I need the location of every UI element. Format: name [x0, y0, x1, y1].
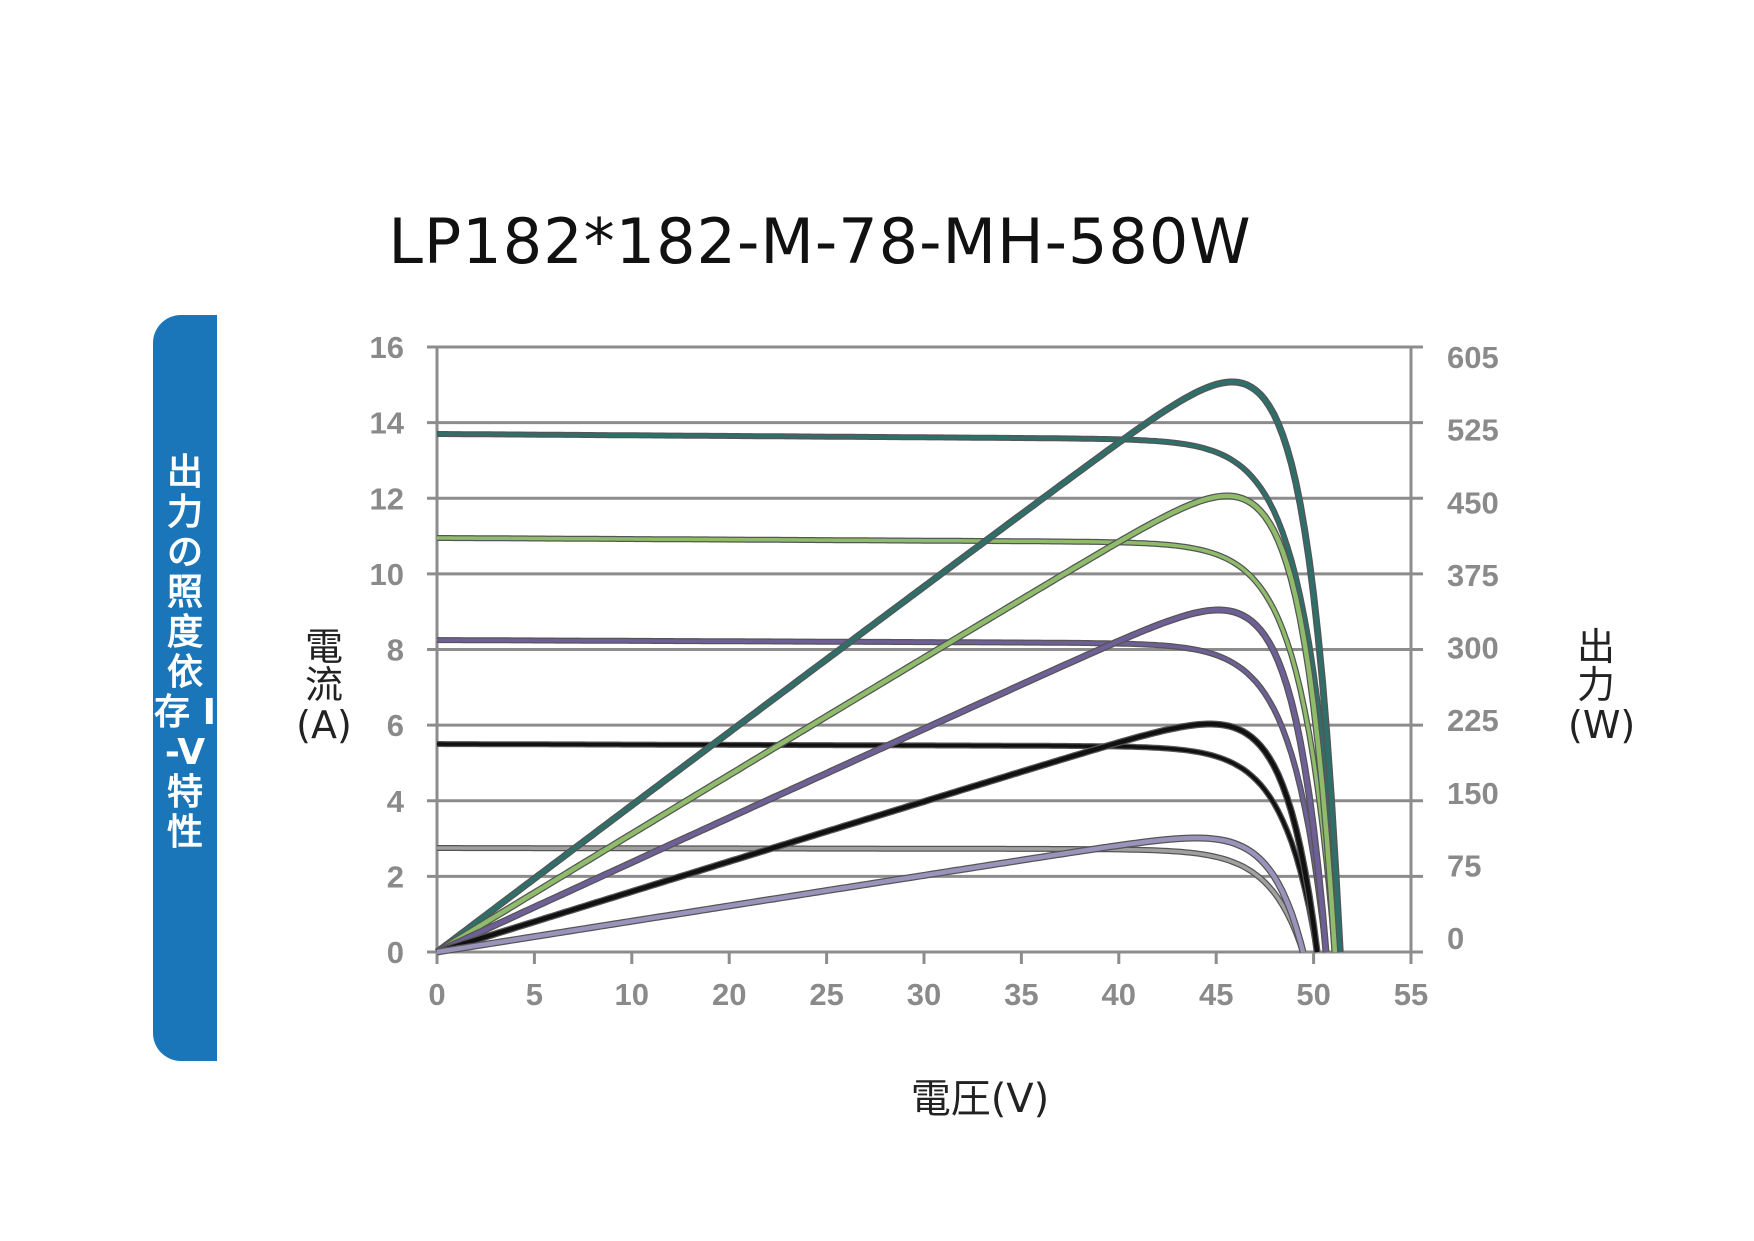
power-curve [436, 721, 1320, 955]
y2-tick-label: 450 [1447, 485, 1499, 520]
y2-tick-label: 375 [1447, 558, 1499, 593]
x-tick-label: 45 [1199, 977, 1233, 1012]
y2-tick-label: 225 [1447, 703, 1499, 738]
x-tick-label: 50 [1296, 977, 1330, 1012]
iv-curve-outline [437, 431, 1344, 953]
y2-tick-label: 150 [1447, 776, 1499, 811]
y2-tick-label: 300 [1447, 631, 1499, 666]
y-tick-label: 14 [370, 406, 405, 441]
y2-tick-label: 525 [1447, 413, 1499, 448]
y2-tick-label: 605 [1447, 340, 1499, 375]
y-tick-label: 4 [387, 784, 405, 819]
y2-tick-label: 75 [1447, 848, 1481, 883]
y-right-axis-label: 出力 [1576, 625, 1615, 707]
x-tick-label: 30 [907, 977, 941, 1012]
y-tick-label: 12 [370, 481, 404, 516]
power-curve [435, 379, 1343, 954]
iv-curve-outline [437, 845, 1306, 953]
y-tick-label: 16 [370, 330, 404, 365]
x-tick-label: 55 [1394, 977, 1428, 1012]
y-tick-label: 0 [387, 935, 404, 970]
x-tick-label: 10 [615, 977, 649, 1012]
iv-curve [437, 536, 1337, 953]
side-tab: 出力の照度依存 I-V 特性 [153, 315, 217, 1061]
y-tick-label: 6 [387, 708, 404, 743]
x-tick-label: 0 [428, 977, 445, 1012]
iv-curve [436, 638, 1328, 953]
x-axis-title: 電圧(V) [910, 1076, 1050, 1122]
x-tick-label: 5 [526, 977, 543, 1012]
iv-curve [437, 846, 1305, 953]
y-left-axis-label: 電流 [304, 625, 343, 707]
side-tab-label: 出力の照度依存 I-V 特性 [154, 452, 216, 853]
power-curve [435, 493, 1338, 954]
x-tick-label: 35 [1004, 977, 1038, 1012]
power-curve [436, 607, 1329, 955]
y-tick-label: 10 [370, 557, 404, 592]
y2-tick-label: 0 [1447, 921, 1464, 956]
x-tick-label: 25 [809, 977, 843, 1012]
x-tick-label: 40 [1102, 977, 1136, 1012]
y-left-axis-title: 電流 (A) [296, 628, 352, 744]
y-left-axis-unit: (A) [296, 703, 352, 747]
iv-curve [437, 432, 1342, 953]
iv-curve [437, 742, 1319, 953]
x-tick-label: 20 [712, 977, 746, 1012]
chart-title: LP182*182-M-78-MH-580W [388, 205, 1252, 278]
power-curve-outline [435, 606, 1330, 956]
y-tick-label: 8 [387, 633, 404, 668]
y-tick-label: 2 [387, 859, 404, 894]
power-curve [436, 835, 1306, 955]
